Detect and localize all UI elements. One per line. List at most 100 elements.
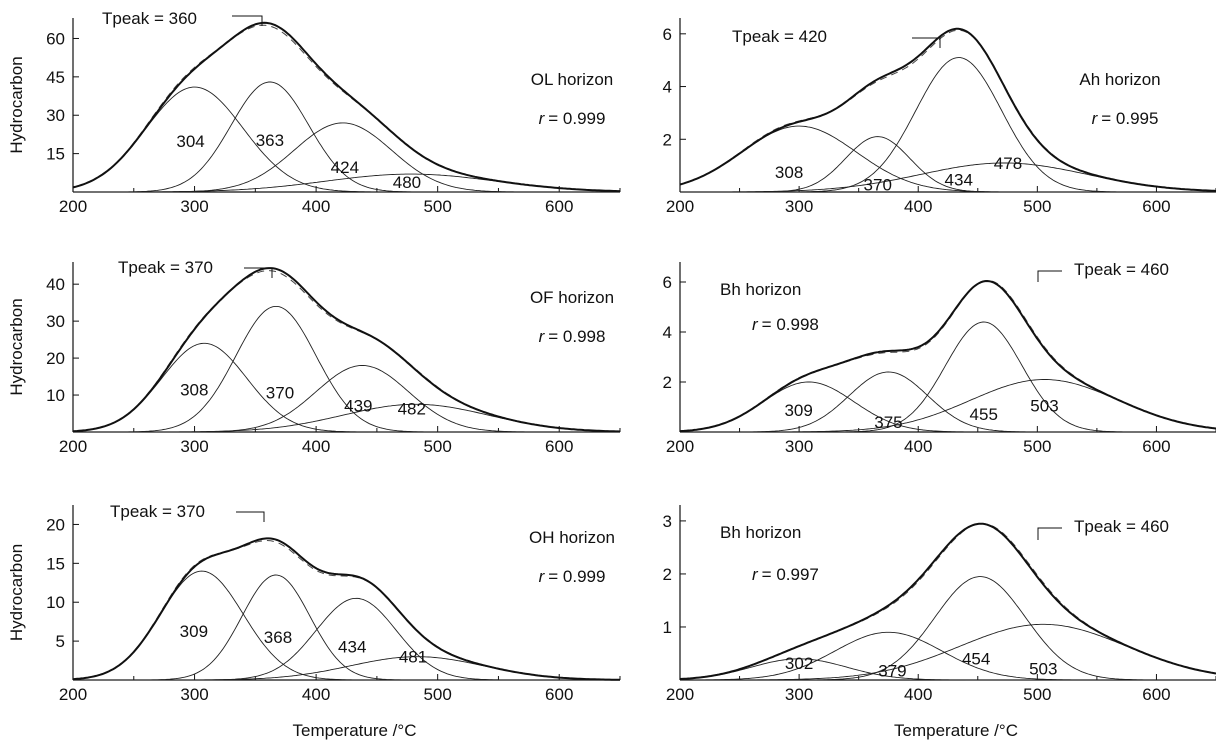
y-tick-label: 3 <box>663 512 672 531</box>
tpeak-label: Tpeak = 460 <box>1074 260 1169 279</box>
peak-label-309: 309 <box>180 622 208 641</box>
r-value: = 0.999 <box>548 567 605 586</box>
peak-label-434: 434 <box>945 171 973 190</box>
x-tick-label: 400 <box>904 437 932 456</box>
x-tick-label: 400 <box>302 685 330 704</box>
y-tick-label: 2 <box>663 373 672 392</box>
r-symbol: r <box>539 567 546 586</box>
y-tick-label: 2 <box>663 565 672 584</box>
horizon-label: Bh horizon <box>720 523 801 542</box>
tpeak-marker <box>232 15 263 26</box>
peak-label-308: 308 <box>775 163 803 182</box>
measured-curve <box>72 21 620 193</box>
component-curve-379 <box>680 631 1216 681</box>
x-tick-label: 500 <box>1023 685 1051 704</box>
peak-label-480: 480 <box>393 173 421 192</box>
y-tick-label: 20 <box>46 349 65 368</box>
x-tick-label: 200 <box>666 685 694 704</box>
r-value: = 0.995 <box>1101 109 1158 128</box>
y-tick-label: 1 <box>663 618 672 637</box>
y-tick-label: 2 <box>663 130 672 149</box>
y-tick-label: 15 <box>46 554 65 573</box>
r-value: = 0.999 <box>548 109 605 128</box>
tpeak-label: Tpeak = 360 <box>102 9 197 28</box>
tpeak-marker <box>1037 270 1062 282</box>
horizon-label: OH horizon <box>529 528 615 547</box>
x-tick-label: 300 <box>180 685 208 704</box>
component-curve-434 <box>680 57 1216 193</box>
horizon-label: OF horizon <box>530 288 614 307</box>
peak-label-439: 439 <box>344 396 372 415</box>
correlation-label: r = 0.999 <box>539 567 606 586</box>
y-axis-title: Hydrocarbon <box>7 56 26 153</box>
panel-5: 200 300 400 500 600 5 10 15 20 Hydrocarbon Tempera… <box>7 502 621 740</box>
tpeak-marker <box>236 511 265 522</box>
correlation-label: r = 0.998 <box>539 327 606 346</box>
x-tick-label: 600 <box>545 437 573 456</box>
tpeak-marker <box>244 267 273 278</box>
y-tick-label: 5 <box>56 632 65 651</box>
panel-4: 200 300 400 500 600 2 4 6 309 375 455 503 Bh horizon… <box>663 260 1216 456</box>
peak-label-308: 308 <box>180 380 208 399</box>
r-value: = 0.998 <box>762 315 819 334</box>
component-curve-309 <box>72 570 620 681</box>
x-tick-label: 400 <box>904 685 932 704</box>
r-symbol: r <box>752 565 759 584</box>
x-tick-label: 400 <box>904 197 932 216</box>
tpeak-marker <box>912 37 941 48</box>
component-curve-503 <box>680 379 1216 433</box>
y-tick-label: 6 <box>663 273 672 292</box>
peak-label-370: 370 <box>864 176 892 195</box>
y-tick-label: 45 <box>46 68 65 87</box>
x-tick-label: 200 <box>59 197 87 216</box>
x-tick-label: 600 <box>545 685 573 704</box>
y-tick-label: 4 <box>663 78 672 97</box>
x-tick-label: 400 <box>302 437 330 456</box>
y-axis-title: Hydrocarbon <box>7 544 26 641</box>
r-symbol: r <box>1092 109 1099 128</box>
correlation-label: r = 0.997 <box>752 565 819 584</box>
peak-label-309: 309 <box>784 401 812 420</box>
peak-label-424: 424 <box>331 158 359 177</box>
x-tick-label: 300 <box>180 437 208 456</box>
peak-label-304: 304 <box>176 132 204 151</box>
panel-3: 200 300 400 500 600 10 20 30 40 Hydrocarbon 308 370… <box>7 258 621 456</box>
y-axis-title: Hydrocarbon <box>7 298 26 395</box>
peak-label-481: 481 <box>399 648 427 667</box>
r-value: = 0.997 <box>762 565 819 584</box>
x-tick-label: 600 <box>1142 197 1170 216</box>
y-tick-label: 60 <box>46 29 65 48</box>
peak-label-368: 368 <box>264 628 292 647</box>
panel-6: 200 300 400 500 600 1 2 3 Temperature /°C 302 379 4… <box>663 505 1216 740</box>
panel-2: 200 300 400 500 600 2 4 6 308 370 434 478 Ah horizon… <box>663 18 1216 216</box>
measured-curve <box>72 537 621 681</box>
x-tick-label: 300 <box>785 685 813 704</box>
peak-label-370: 370 <box>266 383 294 402</box>
x-tick-label: 600 <box>545 197 573 216</box>
r-symbol: r <box>539 327 546 346</box>
peak-label-302: 302 <box>785 654 813 673</box>
y-tick-label: 20 <box>46 515 65 534</box>
horizon-label: Bh horizon <box>720 280 801 299</box>
fitted-curve <box>72 539 621 681</box>
measured-curve <box>679 279 1216 433</box>
x-tick-label: 400 <box>302 197 330 216</box>
component-curve-368 <box>73 574 620 681</box>
measured-curve <box>72 267 621 433</box>
r-value: = 0.998 <box>548 327 605 346</box>
peak-label-478: 478 <box>994 154 1022 173</box>
x-tick-label: 500 <box>423 685 451 704</box>
y-tick-label: 4 <box>663 323 672 342</box>
measured-curve <box>679 27 1216 192</box>
correlation-label: r = 0.999 <box>539 109 606 128</box>
component-curve-481 <box>73 656 621 681</box>
component-curve-308 <box>72 342 620 433</box>
component-curve-503 <box>680 623 1216 681</box>
x-tick-label: 500 <box>423 197 451 216</box>
tpeak-label: Tpeak = 460 <box>1074 517 1169 536</box>
horizon-label: OL horizon <box>531 70 614 89</box>
peak-label-434: 434 <box>338 637 366 656</box>
correlation-label: r = 0.995 <box>1092 109 1159 128</box>
